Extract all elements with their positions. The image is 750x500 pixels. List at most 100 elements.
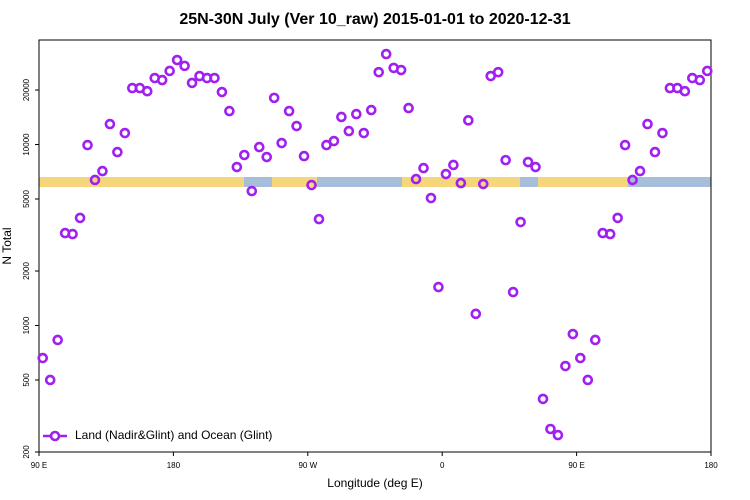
point	[470, 308, 482, 320]
point	[104, 118, 116, 130]
point	[575, 352, 586, 364]
point	[448, 159, 459, 171]
y-tick-label: 200	[22, 445, 31, 459]
x-tick-label: 90 W	[298, 461, 317, 470]
point	[492, 66, 504, 78]
point	[119, 127, 131, 139]
y-tick-label: 5000	[22, 190, 31, 208]
point	[291, 120, 302, 132]
point	[358, 127, 370, 139]
point	[328, 135, 340, 147]
land-band	[538, 177, 628, 187]
y-tick-label: 2000	[22, 262, 31, 280]
point	[268, 92, 280, 104]
point	[582, 374, 594, 386]
point	[343, 125, 355, 137]
point	[82, 139, 93, 151]
point	[186, 77, 198, 89]
point	[373, 66, 385, 78]
point	[463, 115, 474, 126]
point	[694, 74, 706, 86]
point	[395, 64, 407, 76]
point	[283, 105, 295, 117]
x-tick-label: 90 E	[31, 461, 47, 470]
point	[619, 139, 631, 151]
legend-label: Land (Nadir&Glint) and Ocean (Glint)	[75, 428, 272, 442]
point	[425, 192, 437, 204]
x-axis-label: Longitude (deg E)	[327, 476, 422, 490]
point	[530, 161, 541, 173]
plot-frame	[38, 39, 712, 453]
point	[455, 177, 467, 189]
x-tick-label: 180	[704, 461, 718, 470]
y-tick-label: 10000	[22, 133, 31, 156]
point	[537, 393, 549, 405]
point	[253, 141, 265, 153]
y-tick-label: 500	[22, 373, 31, 387]
point	[276, 137, 287, 149]
y-axis-label: N Total	[0, 227, 14, 264]
point	[231, 161, 243, 173]
point	[298, 150, 310, 162]
point	[239, 149, 250, 161]
point	[507, 286, 519, 298]
point	[224, 105, 235, 117]
point	[634, 165, 646, 177]
point	[141, 85, 153, 97]
point	[545, 423, 556, 435]
point	[701, 65, 713, 77]
point	[552, 429, 564, 441]
land-band	[272, 177, 317, 187]
point	[89, 174, 101, 186]
point	[477, 178, 489, 190]
point	[216, 86, 228, 98]
point	[418, 162, 429, 174]
point	[351, 108, 362, 120]
point	[433, 281, 444, 293]
point	[560, 360, 571, 372]
point	[306, 179, 317, 191]
point	[209, 72, 220, 84]
land-band	[39, 177, 244, 187]
y-tick-label: 1000	[22, 316, 31, 334]
point	[365, 104, 377, 116]
land-band	[402, 177, 520, 187]
point	[112, 146, 123, 158]
point	[410, 173, 422, 185]
chart-title: 25N-30N July (Ver 10_raw) 2015-01-01 to …	[179, 11, 570, 28]
y-tick-label: 20000	[22, 78, 31, 101]
point	[37, 352, 49, 364]
point	[246, 185, 258, 197]
legend-marker	[49, 430, 61, 442]
point	[627, 174, 638, 186]
point	[403, 102, 414, 114]
point	[261, 151, 273, 163]
point	[515, 216, 526, 228]
point	[336, 111, 347, 123]
point	[179, 60, 190, 72]
series	[37, 48, 713, 441]
point	[380, 48, 392, 60]
point	[522, 156, 534, 168]
point	[604, 228, 616, 240]
point	[500, 154, 511, 166]
point	[67, 228, 78, 240]
point	[567, 328, 579, 340]
point	[679, 85, 691, 97]
point	[589, 334, 601, 346]
point	[171, 54, 183, 66]
x-tick-label: 180	[167, 461, 181, 470]
point	[649, 146, 661, 158]
point	[44, 374, 56, 386]
point	[164, 65, 175, 77]
land-ocean-strip	[39, 177, 711, 187]
x-tick-label: 0	[440, 461, 445, 470]
point	[313, 213, 325, 225]
point	[97, 165, 108, 177]
point	[657, 127, 668, 139]
point	[440, 168, 452, 180]
point	[612, 212, 623, 224]
point	[156, 74, 168, 86]
